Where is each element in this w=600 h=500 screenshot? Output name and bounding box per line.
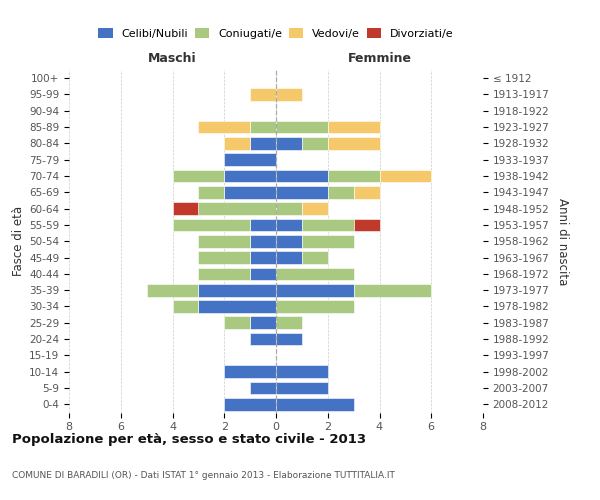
Bar (250, 120, 276, 134)
Bar (250, 316, 276, 329)
Bar (173, 218, 250, 232)
Bar (250, 218, 276, 232)
Bar (380, 170, 431, 182)
Bar (353, 186, 380, 198)
Bar (224, 186, 276, 198)
Bar (328, 186, 353, 198)
Text: Popolazione per età, sesso e stato civile - 2013: Popolazione per età, sesso e stato civil… (12, 432, 366, 446)
Bar (302, 137, 328, 150)
Bar (276, 137, 302, 150)
Bar (250, 251, 276, 264)
Bar (199, 251, 250, 264)
Text: Femmine: Femmine (347, 52, 412, 65)
Bar (276, 218, 302, 232)
Bar (276, 186, 328, 198)
Y-axis label: Fasce di età: Fasce di età (12, 206, 25, 276)
Bar (146, 284, 199, 296)
Bar (276, 382, 328, 394)
Bar (199, 268, 250, 280)
Bar (276, 88, 302, 101)
Bar (276, 120, 328, 134)
Text: COMUNE DI BARADILI (OR) - Dati ISTAT 1° gennaio 2013 - Elaborazione TUTTITALIA.I: COMUNE DI BARADILI (OR) - Dati ISTAT 1° … (12, 470, 395, 480)
Legend: Celibi/Nubili, Coniugati/e, Vedovi/e, Divorziati/e: Celibi/Nubili, Coniugati/e, Vedovi/e, Di… (94, 24, 458, 44)
Y-axis label: Anni di nascita: Anni di nascita (556, 198, 569, 285)
Bar (250, 382, 276, 394)
Bar (224, 170, 276, 182)
Bar (302, 218, 353, 232)
Bar (276, 332, 302, 345)
Bar (250, 332, 276, 345)
Bar (224, 316, 250, 329)
Bar (224, 154, 276, 166)
Bar (173, 202, 199, 215)
Bar (173, 300, 199, 313)
Bar (276, 398, 353, 410)
Bar (199, 300, 276, 313)
Bar (328, 120, 380, 134)
Bar (276, 316, 302, 329)
Bar (276, 170, 328, 182)
Bar (302, 251, 328, 264)
Bar (276, 235, 302, 248)
Bar (276, 284, 353, 296)
Bar (250, 137, 276, 150)
Bar (353, 284, 431, 296)
Bar (276, 366, 328, 378)
Bar (173, 170, 224, 182)
Bar (224, 137, 250, 150)
Bar (276, 251, 302, 264)
Bar (224, 398, 276, 410)
Text: Maschi: Maschi (148, 52, 197, 65)
Bar (250, 268, 276, 280)
Bar (276, 300, 353, 313)
Bar (328, 137, 380, 150)
Bar (276, 268, 353, 280)
Bar (199, 186, 224, 198)
Bar (199, 120, 250, 134)
Bar (353, 218, 380, 232)
Bar (250, 235, 276, 248)
Bar (199, 202, 276, 215)
Bar (302, 202, 328, 215)
Bar (199, 235, 250, 248)
Bar (250, 88, 276, 101)
Bar (276, 202, 302, 215)
Bar (302, 235, 353, 248)
Bar (328, 170, 380, 182)
Bar (199, 284, 276, 296)
Bar (224, 366, 276, 378)
